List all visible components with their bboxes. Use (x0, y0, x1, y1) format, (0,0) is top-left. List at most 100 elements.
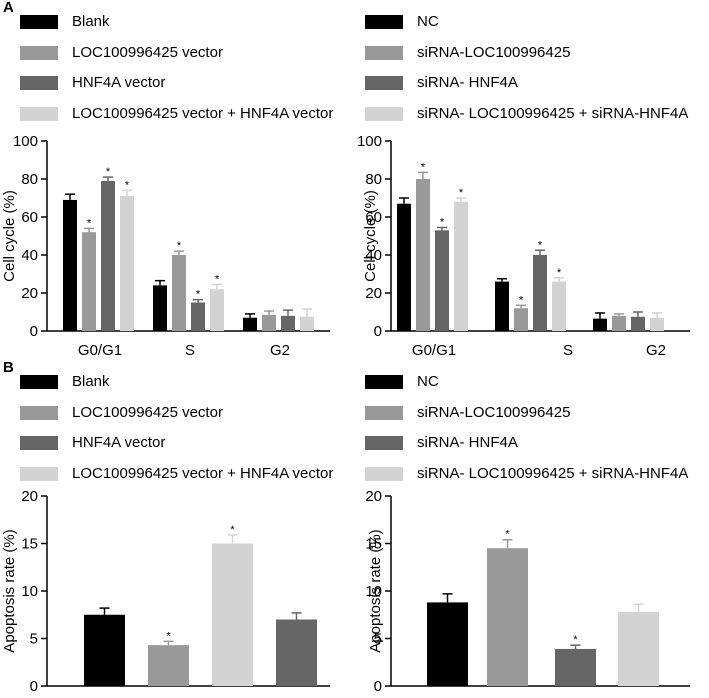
legend-label: siRNA- HNF4A (417, 434, 518, 451)
y-tick-label: 60 (365, 209, 382, 226)
bar (593, 318, 607, 331)
legend-swatch (365, 375, 403, 389)
bar (153, 285, 167, 331)
y-tick-label: 40 (365, 247, 382, 264)
bar (533, 255, 547, 331)
y-tick-label: 5 (374, 631, 382, 648)
bar (276, 619, 317, 686)
bar (650, 317, 664, 331)
significance-marker: * (106, 166, 111, 178)
legend-swatch (365, 436, 403, 450)
bar (120, 196, 134, 331)
legend-label: NC (417, 373, 439, 390)
y-tick-label: 0 (374, 678, 382, 695)
y-tick-label: 20 (365, 488, 382, 505)
bar (631, 316, 645, 331)
bar (191, 302, 205, 331)
bar (427, 602, 468, 686)
bar (435, 230, 449, 331)
legend-swatch (20, 406, 58, 420)
y-tick-label: 10 (21, 583, 38, 600)
legend-label: LOC100996425 vector + HNF4A vector (72, 465, 334, 482)
panel-label-a: A (3, 0, 14, 16)
y-tick-label: 20 (365, 285, 382, 302)
significance-marker: * (557, 267, 562, 279)
y-axis-label: Cell cycle (%) (1, 190, 18, 282)
bar (495, 281, 509, 331)
legend-label: LOC100996425 vector (72, 44, 223, 61)
bar (212, 543, 253, 686)
bar (101, 180, 115, 331)
bar (300, 316, 314, 331)
significance-marker: * (125, 179, 130, 191)
legend-swatch (365, 467, 403, 481)
y-tick-label: 0 (30, 323, 38, 340)
significance-marker: * (177, 240, 182, 252)
legend-label: siRNA-LOC100996425 (417, 404, 571, 421)
y-tick-label: 10 (365, 583, 382, 600)
legend-swatch (20, 467, 58, 481)
y-tick-label: 0 (30, 678, 38, 695)
bar (612, 315, 626, 331)
y-tick-label: 80 (21, 171, 38, 188)
significance-marker: * (87, 217, 92, 229)
significance-marker: * (519, 294, 524, 306)
legend-swatch (365, 107, 403, 121)
significance-marker: * (505, 529, 510, 541)
bar (172, 255, 186, 331)
legend-label: Blank (72, 373, 110, 390)
bar (243, 317, 257, 331)
legend-label: HNF4A vector (72, 74, 166, 91)
legend-swatch (365, 15, 403, 29)
y-axis-label: Apoptosis rate (%) (1, 529, 18, 652)
bar (210, 289, 224, 331)
y-tick-label: 5 (30, 631, 38, 648)
legend-label: Blank (72, 13, 110, 30)
significance-marker: * (421, 161, 426, 173)
y-tick-label: 0 (374, 323, 382, 340)
y-tick-label: 100 (13, 133, 38, 150)
bar (618, 611, 659, 686)
legend-swatch (20, 46, 58, 60)
bar (397, 203, 411, 331)
y-tick-label: 40 (21, 247, 38, 264)
legend-swatch (20, 76, 58, 90)
y-axis-label: Apoptosis rate (%) (367, 529, 384, 652)
bar (281, 315, 295, 331)
significance-marker: * (459, 187, 464, 199)
bar (555, 648, 596, 686)
y-tick-label: 20 (21, 488, 38, 505)
panel-label-b: B (3, 359, 14, 376)
bar (552, 281, 566, 331)
legend-swatch (20, 436, 58, 450)
bar (514, 308, 528, 331)
x-tick-label: G0/G1 (412, 342, 456, 359)
legend-swatch (365, 46, 403, 60)
significance-marker: * (215, 273, 220, 285)
x-tick-label: G0/G1 (78, 342, 122, 359)
significance-marker: * (440, 216, 445, 228)
y-tick-label: 80 (365, 171, 382, 188)
bar (82, 232, 96, 331)
legend-label: NC (417, 13, 439, 30)
bar (416, 179, 430, 331)
y-tick-label: 60 (21, 209, 38, 226)
legend-label: LOC100996425 vector + HNF4A vector (72, 105, 334, 122)
legend-label: HNF4A vector (72, 434, 166, 451)
bar (84, 614, 125, 686)
x-tick-label: S (563, 342, 573, 359)
significance-marker: * (573, 634, 578, 646)
significance-marker: * (166, 630, 171, 642)
legend-swatch (20, 107, 58, 121)
y-tick-label: 15 (21, 536, 38, 553)
significance-marker: * (230, 524, 235, 536)
significance-marker: * (538, 239, 543, 251)
y-axis-label: Cell cycle (%) (362, 190, 379, 282)
legend-swatch (20, 15, 58, 29)
legend-label: siRNA- HNF4A (417, 74, 518, 91)
bar (262, 314, 276, 331)
legend-label: siRNA- LOC100996425 + siRNA-HNF4A (417, 465, 689, 482)
x-tick-label: G2 (646, 342, 666, 359)
legend-swatch (365, 406, 403, 420)
